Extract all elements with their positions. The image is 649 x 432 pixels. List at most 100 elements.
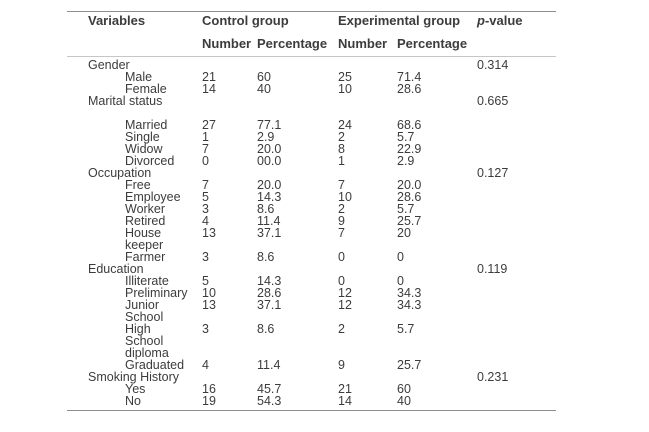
cell-experimental-number: 14 xyxy=(338,394,352,408)
cell-control-percentage: 8.6 xyxy=(257,202,275,216)
table-row: Gender 0.314 xyxy=(67,58,556,72)
table-row: Female 14 40 10 28.6 xyxy=(67,82,556,96)
cell-control-percentage: 2.9 xyxy=(257,130,275,144)
table-body: Gender 0.314 Male 21 60 25 71.4 Female 14 40 10 28.… xyxy=(67,58,556,408)
cell-control-number: 13 xyxy=(202,298,216,312)
row-label: Smoking History xyxy=(88,370,179,384)
row-label: Marital status xyxy=(88,94,163,108)
cell-control-number: 3 xyxy=(202,250,209,264)
table-row: Smoking History 0.231 xyxy=(67,370,556,384)
table-row: Yes 16 45.7 21 60 xyxy=(67,382,556,396)
cell-experimental-number: 24 xyxy=(338,118,352,132)
col-header-experimental-group: Experimental group xyxy=(338,13,461,28)
col-subheader-control-number: Number xyxy=(202,36,252,51)
table-row: Retired 4 11.4 9 25.7 xyxy=(67,214,556,228)
cell-p-value: 0.314 xyxy=(477,58,509,72)
table-row: Education 0.119 xyxy=(67,263,556,276)
cell-p-value: 0.231 xyxy=(477,370,509,384)
row-label: Employee xyxy=(125,190,181,204)
cell-experimental-percentage: 5.7 xyxy=(397,202,415,216)
cell-control-number: 27 xyxy=(202,118,216,132)
row-label: Free xyxy=(125,178,151,192)
cell-experimental-percentage: 20 xyxy=(397,226,411,240)
cell-experimental-number: 2 xyxy=(338,202,345,216)
col-subheader-experimental-percentage: Percentage xyxy=(397,36,468,51)
table-row: Preliminary 10 28.6 12 34.3 xyxy=(67,286,556,300)
row-label: Junior xyxy=(125,298,160,312)
table-row: Farmer 3 8.6 0 0 xyxy=(67,250,556,264)
p-value-suffix: -value xyxy=(484,13,523,28)
cell-control-percentage: 11.4 xyxy=(257,358,281,372)
cell-p-value: 0.665 xyxy=(477,94,509,108)
table-row: Junior 13 37.1 12 34.3 xyxy=(67,298,556,312)
row-label: School xyxy=(125,334,164,348)
row-label: keeper xyxy=(125,238,164,252)
cell-experimental-number: 10 xyxy=(338,190,352,204)
row-label: Gender xyxy=(88,58,130,72)
table-row: Widow 7 20.0 8 22.9 xyxy=(67,142,556,156)
cell-control-number: 14 xyxy=(202,82,216,96)
cell-control-percentage: 00.0 xyxy=(257,154,282,168)
cell-control-number: 5 xyxy=(202,274,209,288)
col-header-control-group: Control group xyxy=(202,13,289,28)
table-row: Divorced 0 00.0 1 2.9 xyxy=(67,154,556,168)
row-label: Illiterate xyxy=(125,274,169,288)
row-label: Divorced xyxy=(125,154,175,168)
cell-control-number: 19 xyxy=(202,394,216,408)
cell-experimental-number: 12 xyxy=(338,286,352,300)
p-italic: p xyxy=(477,13,485,28)
cell-experimental-percentage: 28.6 xyxy=(397,190,422,204)
table-header-rule xyxy=(67,56,556,57)
cell-experimental-number: 10 xyxy=(338,82,352,96)
table-row: Graduated 4 11.4 9 25.7 xyxy=(67,358,556,372)
row-label: Occupation xyxy=(88,166,152,180)
cell-control-number: 3 xyxy=(202,202,209,216)
cell-control-number: 16 xyxy=(202,382,216,396)
row-label: Preliminary xyxy=(125,286,188,300)
cell-control-percentage: 20.0 xyxy=(257,142,282,156)
cell-control-percentage: 11.4 xyxy=(257,214,281,228)
cell-experimental-number: 2 xyxy=(338,322,345,336)
cell-experimental-percentage: 40 xyxy=(397,394,411,408)
row-label: Yes xyxy=(125,382,146,396)
row-label: Single xyxy=(125,130,160,144)
row-label: Female xyxy=(125,82,167,96)
cell-experimental-percentage: 71.4 xyxy=(397,70,422,84)
cell-control-percentage: 28.6 xyxy=(257,286,282,300)
cell-control-percentage: 77.1 xyxy=(257,118,282,132)
row-label: Farmer xyxy=(125,250,166,264)
cell-control-percentage: 60 xyxy=(257,70,271,84)
cell-control-number: 0 xyxy=(202,154,209,168)
table-row: Free 7 20.0 7 20.0 xyxy=(67,178,556,192)
cell-experimental-percentage: 22.9 xyxy=(397,142,422,156)
cell-control-number: 7 xyxy=(202,178,209,192)
row-label: Retired xyxy=(125,214,166,228)
table-row: Worker 3 8.6 2 5.7 xyxy=(67,202,556,216)
cell-control-percentage: 45.7 xyxy=(257,382,282,396)
cell-control-percentage: 54.3 xyxy=(257,394,282,408)
table-row: Male 21 60 25 71.4 xyxy=(67,70,556,84)
cell-experimental-number: 12 xyxy=(338,298,352,312)
row-label: No xyxy=(125,394,141,408)
cell-control-number: 4 xyxy=(202,358,209,372)
table-row: diploma xyxy=(67,347,556,360)
table-row: keeper xyxy=(67,238,556,252)
cell-experimental-percentage: 60 xyxy=(397,382,411,396)
cell-control-number: 3 xyxy=(202,322,209,336)
cell-experimental-number: 0 xyxy=(338,250,345,264)
cell-control-percentage: 8.6 xyxy=(257,322,275,336)
cell-experimental-number: 9 xyxy=(338,358,345,372)
cell-control-number: 21 xyxy=(202,70,216,84)
cell-experimental-number: 1 xyxy=(338,154,345,168)
cell-experimental-percentage: 20.0 xyxy=(397,178,422,192)
cell-experimental-percentage: 28.6 xyxy=(397,82,422,96)
col-subheader-control-percentage: Percentage xyxy=(257,36,328,51)
cell-experimental-number: 8 xyxy=(338,142,345,156)
col-header-p-value: p-value xyxy=(477,14,523,27)
row-label: Worker xyxy=(125,202,166,216)
col-header-variables: Variables xyxy=(88,13,146,28)
cell-control-number: 7 xyxy=(202,142,209,156)
cell-control-percentage: 37.1 xyxy=(257,226,282,240)
cell-control-number: 4 xyxy=(202,214,209,228)
